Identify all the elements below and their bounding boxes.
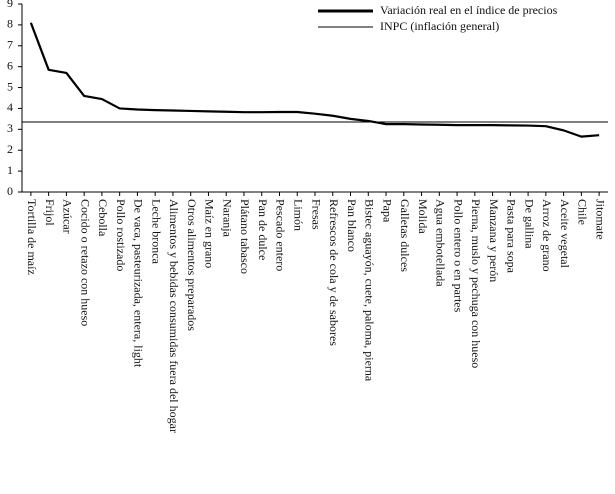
x-tick-label: Leche bronca <box>149 199 163 265</box>
y-tick-label: 9 <box>7 0 13 10</box>
x-tick-label: Fresas <box>309 199 323 230</box>
x-tick-label: De vaca, pasteurizada, entera, light <box>132 199 146 368</box>
legend-label: INPC (inflación general) <box>380 19 499 33</box>
x-tick-label: Pierna, muslo y pechuga con hueso <box>469 199 483 368</box>
x-tick-label: Agua embotellada <box>434 199 448 287</box>
x-tick-label: Chile <box>576 199 590 225</box>
x-tick-label: Refrescos de cola y de sabores <box>327 199 341 346</box>
x-tick-label: Naranja <box>220 199 234 238</box>
x-tick-label: Jitomate <box>593 199 607 240</box>
x-tick-label: Pasta para sopa <box>505 199 519 274</box>
x-tick-label: Bistec aguayón, cuete, paloma, pierna <box>363 199 377 382</box>
x-tick-label: Pan blanco <box>345 199 359 252</box>
data-line <box>29 22 600 138</box>
y-tick-label: 7 <box>7 38 13 52</box>
y-tick-label: 2 <box>7 142 13 156</box>
x-tick-label: Arroz de grano <box>540 199 554 272</box>
x-tick-label: Manzana y perón <box>487 199 501 282</box>
x-tick-label: De gallina <box>522 199 536 249</box>
x-tick-label: Tortilla de maíz <box>25 199 39 275</box>
x-tick-label: Galletas dulces <box>398 199 412 272</box>
x-tick-label: Molida <box>416 199 430 234</box>
y-tick-label: 3 <box>7 121 13 135</box>
x-tick-label: Pescado entero <box>274 199 288 271</box>
x-tick-label: Frijol <box>43 199 57 226</box>
y-tick-label: 0 <box>7 184 13 198</box>
y-tick-label: 4 <box>7 100 13 114</box>
x-tick-label: Alimentos y bebidas consumidas fuera del… <box>167 199 181 433</box>
x-tick-label: Otros alimentos preparados <box>185 199 199 331</box>
x-tick-label: Pan de dulce <box>256 199 270 260</box>
y-tick-label: 6 <box>7 58 13 72</box>
x-tick-label: Azúcar <box>61 199 75 234</box>
y-tick-label: 1 <box>7 163 13 177</box>
x-tick-label: Cocido o retazo con hueso <box>78 199 92 326</box>
x-tick-label: Pollo rostizado <box>114 199 128 271</box>
y-tick-label: 5 <box>7 79 13 93</box>
x-tick-label: Aceite vegetal <box>558 199 572 269</box>
x-tick-label: Limón <box>291 199 305 231</box>
x-tick-label: Maíz en grano <box>203 199 217 268</box>
x-tick-label: Plátano tabasco <box>238 199 252 274</box>
legend-label: Variación real en el índice de precios <box>380 3 558 17</box>
y-tick-label: 8 <box>7 17 13 31</box>
x-tick-label: Pollo entero o en partes <box>451 199 465 313</box>
x-tick-label: Cebolla <box>96 199 110 237</box>
x-tick-label: Papa <box>380 199 394 223</box>
